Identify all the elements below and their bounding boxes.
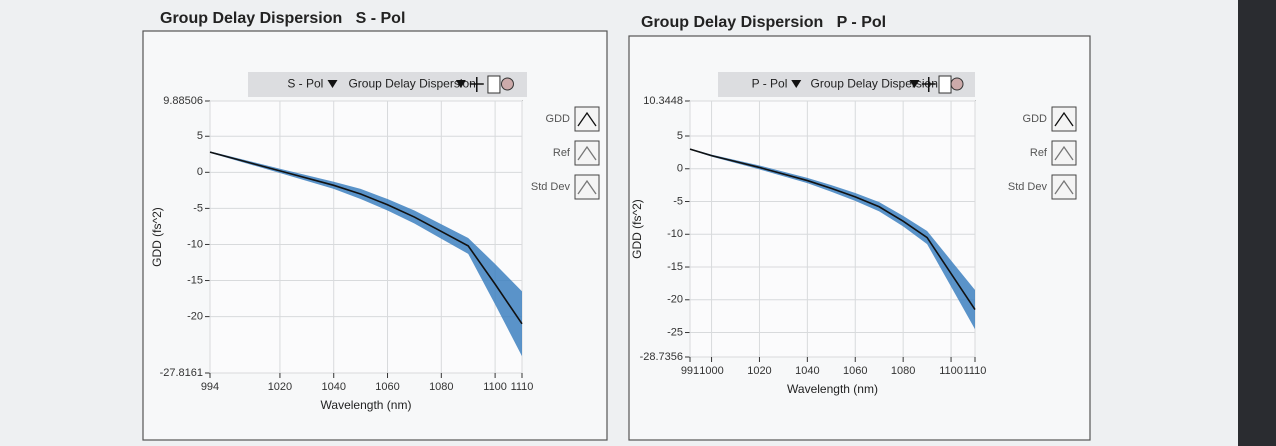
series-line bbox=[209, 151, 523, 325]
plot-area bbox=[209, 100, 523, 374]
legend-swatch bbox=[574, 106, 600, 132]
dropdown-arrow bbox=[791, 80, 802, 88]
legend-swatch bbox=[1051, 106, 1077, 132]
cursor-tool[interactable] bbox=[469, 77, 484, 92]
x-tick-label: 1100 bbox=[939, 365, 963, 377]
x-tick-label: 1020 bbox=[268, 381, 292, 393]
series-line bbox=[689, 148, 976, 311]
cursor-tool[interactable] bbox=[921, 77, 936, 92]
legend-glyph bbox=[577, 111, 597, 127]
y-tick-label: -5 bbox=[193, 202, 203, 214]
dropdown-arrow bbox=[327, 80, 338, 88]
legend-swatch bbox=[1051, 140, 1077, 166]
x-tick-label: 1020 bbox=[747, 365, 771, 377]
chart-title: Group Delay Dispersion S - Pol bbox=[160, 10, 405, 27]
toolbar-pol[interactable]: P - Pol bbox=[752, 77, 788, 91]
y-axis-label: GDD (fs^2) bbox=[630, 199, 644, 259]
y-axis-label: GDD (fs^2) bbox=[150, 207, 164, 267]
x-tick-label: 1060 bbox=[375, 381, 399, 393]
y-tick-label: -15 bbox=[667, 261, 683, 273]
chart-title: Group Delay Dispersion P - Pol bbox=[641, 14, 886, 31]
x-tick-label: 991 bbox=[681, 365, 699, 377]
dark-edge bbox=[1238, 0, 1276, 446]
legend-swatch bbox=[574, 174, 600, 200]
legend-glyph bbox=[1054, 179, 1074, 195]
y-tick-label: -20 bbox=[187, 311, 203, 323]
legend-label: Std Dev bbox=[531, 181, 571, 193]
y-tick-label: 0 bbox=[677, 163, 683, 175]
y-tick-label: -20 bbox=[667, 294, 683, 306]
toolbar-plot[interactable]: Group Delay Dispersion bbox=[348, 77, 475, 91]
y-tick-label: -25 bbox=[667, 326, 683, 338]
y-tick-label: -5 bbox=[673, 195, 683, 207]
x-tick-label: 1040 bbox=[321, 381, 345, 393]
legend-swatch bbox=[1051, 174, 1077, 200]
y-tick-label: 9.88506 bbox=[163, 95, 203, 107]
y-tick-label: 10.3448 bbox=[643, 95, 683, 107]
y-tick-label: 0 bbox=[197, 166, 203, 178]
zoom-tool[interactable] bbox=[487, 75, 501, 94]
legend-glyph bbox=[1054, 145, 1074, 161]
pan-tool[interactable] bbox=[500, 77, 514, 91]
toolbar-pol[interactable]: S - Pol bbox=[287, 77, 323, 91]
plot-area bbox=[689, 100, 976, 358]
dropdown-arrow bbox=[909, 80, 920, 88]
y-tick-label: -28.7356 bbox=[640, 351, 683, 363]
legend-label: Ref bbox=[1030, 147, 1048, 159]
dropdown-arrow bbox=[455, 80, 466, 88]
legend-label: GDD bbox=[1023, 113, 1048, 125]
x-tick-label: 994 bbox=[201, 381, 219, 393]
y-tick-label: -10 bbox=[667, 228, 683, 240]
legend-glyph bbox=[577, 145, 597, 161]
legend-label: Std Dev bbox=[1008, 181, 1048, 193]
x-axis-label: Wavelength (nm) bbox=[321, 398, 412, 412]
zoom-tool[interactable] bbox=[938, 75, 952, 94]
pan-tool[interactable] bbox=[950, 77, 964, 91]
y-tick-label: -15 bbox=[187, 274, 203, 286]
legend-swatch bbox=[574, 140, 600, 166]
legend-glyph bbox=[577, 179, 597, 195]
x-tick-label: 1110 bbox=[511, 381, 534, 393]
legend-label: Ref bbox=[553, 147, 571, 159]
std-dev-band bbox=[210, 151, 522, 357]
x-tick-label: 1000 bbox=[699, 365, 723, 377]
y-tick-label: -10 bbox=[187, 238, 203, 250]
x-tick-label: 1080 bbox=[429, 381, 453, 393]
x-tick-label: 1110 bbox=[964, 365, 987, 377]
x-tick-label: 1040 bbox=[795, 365, 819, 377]
y-tick-label: -27.8161 bbox=[160, 367, 203, 379]
x-tick-label: 1060 bbox=[843, 365, 867, 377]
legend-label: GDD bbox=[546, 113, 571, 125]
x-tick-label: 1100 bbox=[483, 381, 507, 393]
toolbar-plot[interactable]: Group Delay Dispersion bbox=[811, 77, 938, 91]
x-tick-label: 1080 bbox=[891, 365, 915, 377]
legend-glyph bbox=[1054, 111, 1074, 127]
x-axis-label: Wavelength (nm) bbox=[787, 382, 878, 396]
y-tick-label: 5 bbox=[677, 130, 683, 142]
y-tick-label: 5 bbox=[197, 130, 203, 142]
